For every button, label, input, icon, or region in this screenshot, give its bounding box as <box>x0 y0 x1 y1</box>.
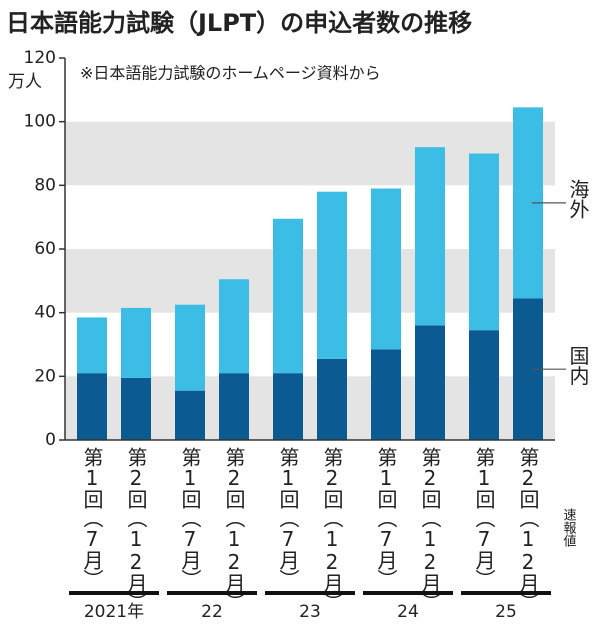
y-tick-label: 20 <box>34 366 56 386</box>
bar-segment <box>219 373 249 440</box>
status-note: 速報値 <box>561 508 577 547</box>
y-unit: 万人 <box>8 72 42 92</box>
group-label: 25 <box>495 602 517 622</box>
bar-segment <box>77 373 107 440</box>
bar-segment <box>415 325 445 440</box>
y-tick-label: 60 <box>34 239 56 259</box>
plot: 0 20 40 60 80 100 120 第1回（7月） 第2回（12月） 第1回（7月） 第2回… <box>24 48 590 622</box>
note: ※日本語能力試験のホームページ資料から <box>80 64 381 83</box>
bar-segment <box>121 307 151 378</box>
bar-segment <box>175 304 205 391</box>
bar-segment <box>371 188 401 350</box>
y-tick-label: 0 <box>45 430 56 450</box>
y-tick-label: 80 <box>34 175 56 195</box>
x-tick-label: 第1回（7月） <box>178 447 202 588</box>
bar-segment <box>469 330 499 440</box>
group-label: 24 <box>397 602 419 622</box>
x-tick-label: 第1回（7月） <box>80 447 104 588</box>
x-tick-label: 第2回（12月） <box>516 447 540 611</box>
x-tick-label: 第2回（12月） <box>222 447 246 611</box>
x-tick-label: 第1回（7月） <box>472 447 496 588</box>
y-tick-label: 100 <box>24 112 56 132</box>
bar-segment <box>219 279 249 374</box>
bar-segment <box>175 390 205 440</box>
bar-segment <box>469 153 499 331</box>
group-label: 22 <box>201 602 223 622</box>
x-tick-label: 第2回（12月） <box>418 447 442 611</box>
bar-segment <box>121 377 151 440</box>
bar-segment <box>77 317 107 374</box>
x-tick-label: 第2回（12月） <box>124 447 148 611</box>
bar-segment <box>317 191 347 359</box>
y-tick-label: 40 <box>34 303 56 323</box>
x-tick-label: 第1回（7月） <box>276 447 300 588</box>
bar-segment <box>273 218 303 374</box>
bar-segment <box>317 358 347 440</box>
legend-label: 国内 <box>566 345 590 385</box>
legend-label: 海外 <box>566 178 590 218</box>
x-tick-label: 第1回（7月） <box>374 447 398 588</box>
bar-segment <box>415 147 445 326</box>
bar-segment <box>371 349 401 440</box>
bar-segment <box>273 373 303 440</box>
y-tick-label: 120 <box>24 48 56 68</box>
group-label: 23 <box>299 602 321 622</box>
chart-title: 日本語能力試験（JLPT）の申込者数の推移 <box>6 9 472 37</box>
x-tick-label: 第2回（12月） <box>320 447 344 611</box>
group-label: 2021年 <box>84 602 144 622</box>
